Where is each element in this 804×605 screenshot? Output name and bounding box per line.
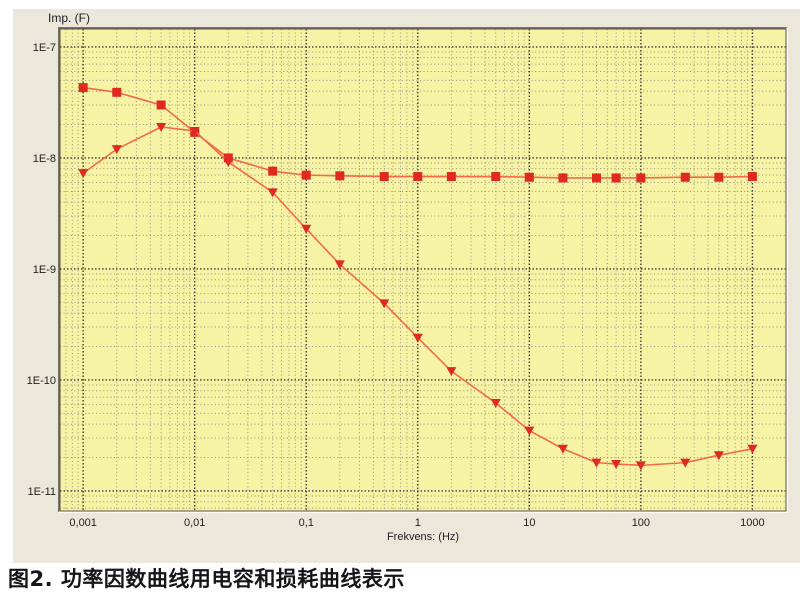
- plot-frame-topleft: [58, 27, 787, 512]
- figure-caption: 图2. 功率因数曲线用电容和损耗曲线表示: [8, 567, 405, 591]
- y-tick-label: 1E-10: [27, 375, 56, 387]
- loss-curve-marker-triangle: [334, 260, 345, 270]
- loss-curve-marker-triangle: [189, 126, 200, 136]
- x-axis-title: Frekvens: (Hz): [387, 531, 459, 543]
- capacitance-curve-marker-square: [379, 172, 389, 182]
- y-tick-label: 1E-9: [33, 264, 56, 276]
- loss-curve-marker-triangle: [78, 169, 89, 179]
- loss-curve-marker-triangle: [747, 444, 758, 454]
- capacitance-curve-marker-square: [558, 173, 568, 183]
- capacitance-curve-marker-square: [301, 170, 311, 180]
- measurement-chart-panel: 0,001 0,01 0,1 1 10 100 1000 1E-7 1E-8 1E-9 1E-10 1…: [13, 9, 800, 563]
- impedance-frequency-chart: 0,001 0,01 0,1 1 10 100 1000 1E-7 1E-8 1E-9 1E-10 1…: [27, 11, 788, 543]
- loss-curve-marker-triangle: [680, 458, 691, 468]
- x-tick-label: 0,1: [299, 517, 314, 529]
- loss-curve-marker-triangle: [267, 188, 278, 198]
- loss-curve-marker-triangle: [379, 299, 390, 309]
- plot-frame-bottomright: [59, 28, 788, 513]
- x-tick-label: 1: [415, 517, 421, 529]
- plot-frame: [59, 28, 787, 512]
- capacitance-curve-marker-square: [223, 153, 233, 163]
- loss-curve-marker-triangle: [412, 333, 423, 343]
- capacitance-curve-marker-square: [446, 172, 456, 182]
- y-tick-label: 1E-11: [27, 486, 56, 498]
- capacitance-curve-marker-square: [491, 172, 501, 182]
- capacitance-curve-marker-square: [680, 172, 690, 182]
- loss-curve-marker-triangle: [713, 451, 724, 461]
- loss-curve-marker-triangle: [635, 461, 646, 471]
- capacitance-curve-marker-square: [636, 173, 646, 183]
- loss-curve-marker-triangle: [524, 426, 535, 436]
- capacitance-curve-marker-square: [268, 166, 278, 176]
- x-tick-label: 10: [523, 517, 535, 529]
- capacitance-curve-marker-square: [112, 87, 122, 97]
- loss-curve-marker-triangle: [223, 157, 234, 167]
- capacitance-curve-marker-square: [335, 171, 345, 181]
- capacitance-curve-marker-square: [413, 172, 423, 182]
- capacitance-curve-marker-square: [591, 173, 601, 183]
- x-tick-label: 100: [632, 517, 650, 529]
- loss-curve-marker-triangle: [611, 459, 622, 469]
- x-tick-label: 1000: [740, 517, 764, 529]
- capacitance-curve-marker-square: [714, 172, 724, 182]
- capacitance-curve-marker-square: [747, 172, 757, 182]
- loss-curve-marker-triangle: [490, 399, 501, 409]
- loss-curve-marker-triangle: [156, 122, 167, 132]
- x-tick-label: 0,001: [69, 517, 97, 529]
- loss-curve-marker-triangle: [111, 145, 122, 155]
- x-tick-label: 0,01: [184, 517, 205, 529]
- loss-curve-marker-triangle: [557, 444, 568, 454]
- y-axis-title: Imp. (F): [48, 11, 90, 25]
- loss-curve-marker-triangle: [301, 224, 312, 234]
- loss-curve-marker-triangle: [591, 458, 602, 468]
- capacitance-curve-marker-square: [611, 173, 621, 183]
- capacitance-curve-marker-square: [78, 83, 88, 93]
- capacitance-curve-marker-square: [156, 100, 166, 110]
- y-tick-label: 1E-7: [33, 42, 56, 54]
- plot-area: [60, 29, 786, 511]
- capacitance-curve-marker-square: [524, 172, 534, 182]
- y-tick-label: 1E-8: [33, 153, 56, 165]
- loss-curve-line: [82, 126, 753, 467]
- loss-curve-marker-triangle: [446, 367, 457, 377]
